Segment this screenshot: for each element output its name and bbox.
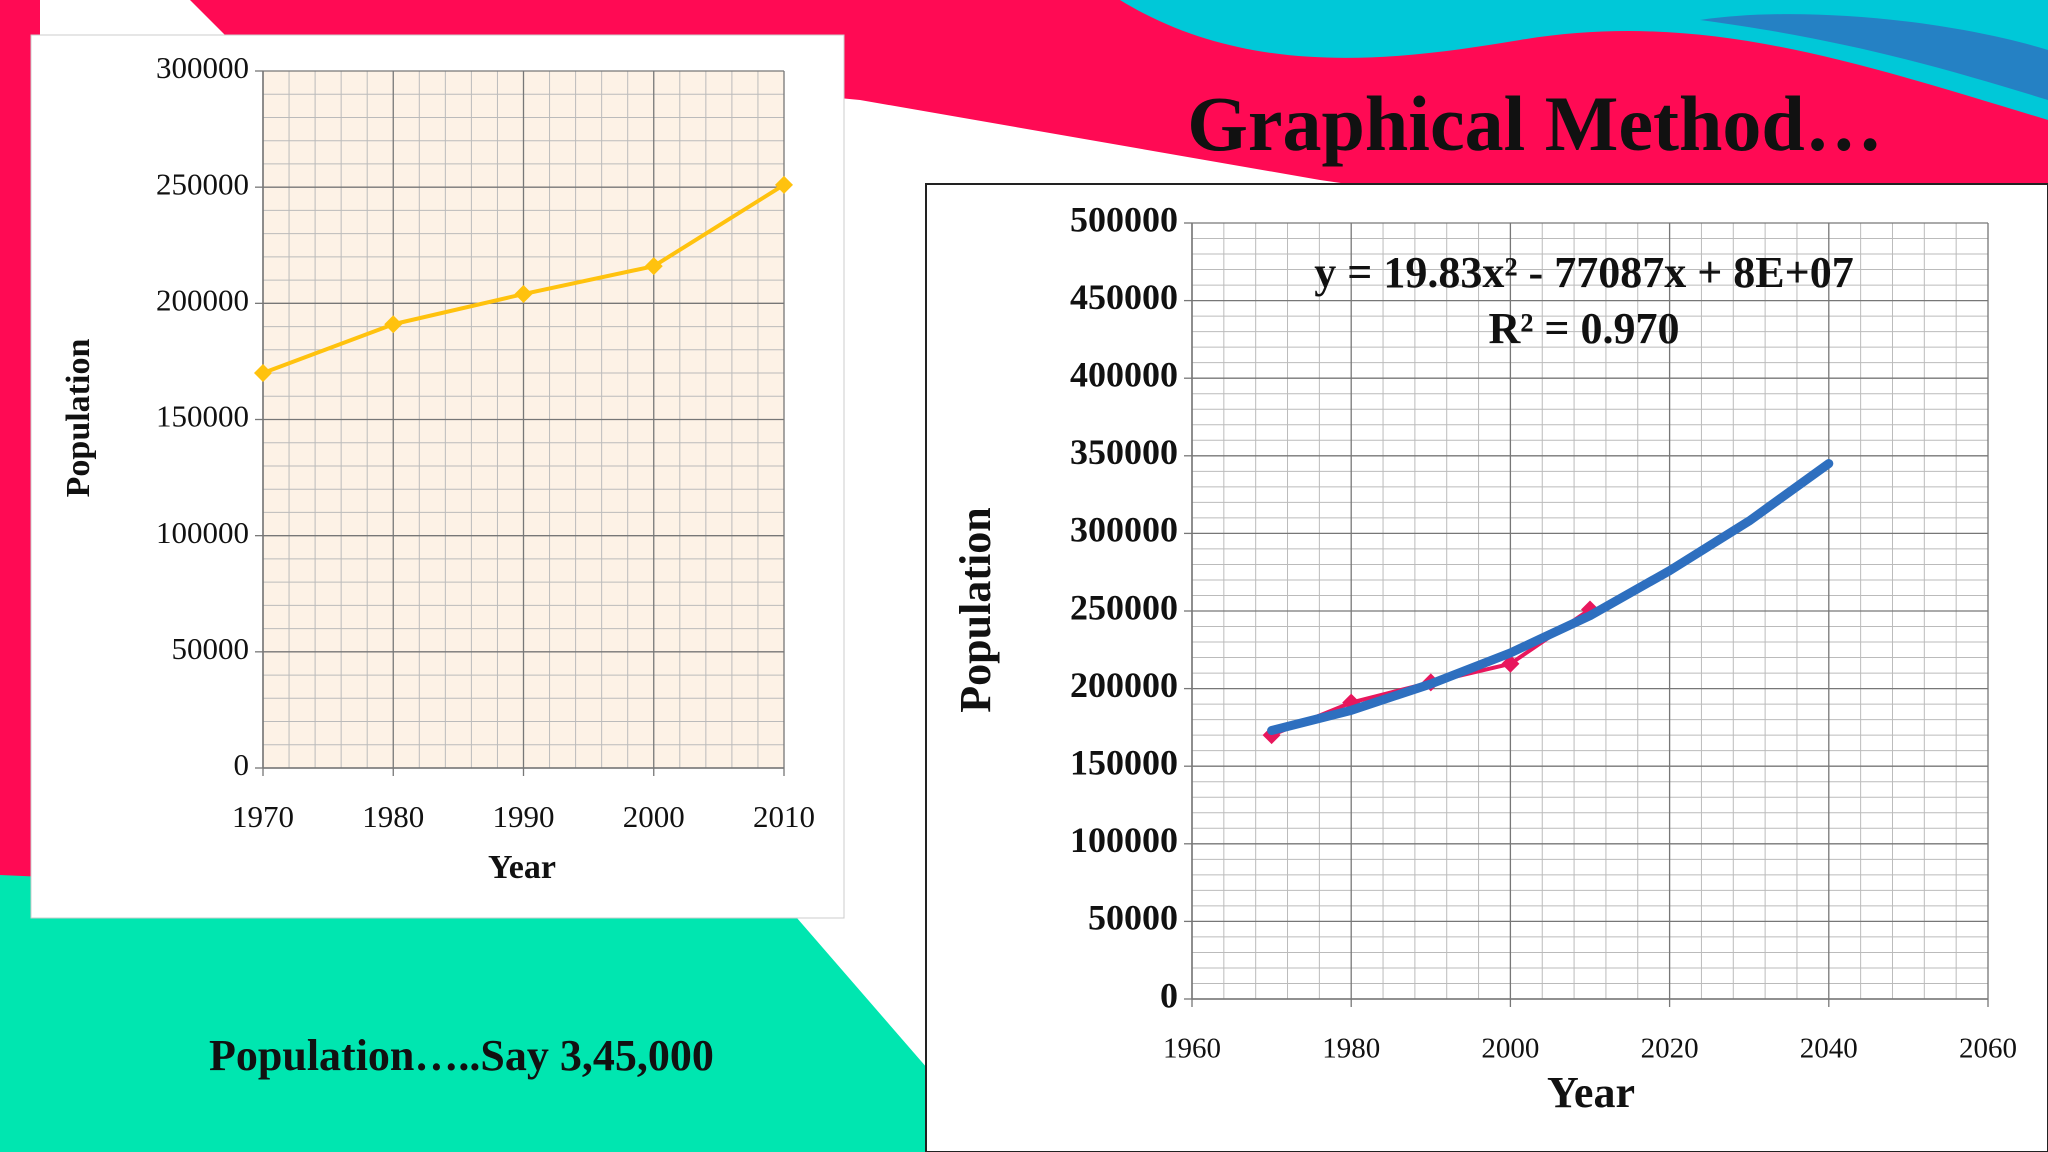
blue-wave xyxy=(1700,14,2048,100)
data-point xyxy=(254,364,272,383)
x-tick-label: 2000 xyxy=(1481,1033,1539,1065)
x-tick-label: 2060 xyxy=(1959,1033,2017,1065)
y-tick-label: 350000 xyxy=(1070,432,1178,472)
data-point xyxy=(644,257,663,276)
slide-title: Graphical Method… xyxy=(1187,80,1883,167)
slide-note: Population…..Say 3,45,000 xyxy=(209,1031,714,1080)
x-tick-label: 1960 xyxy=(1163,1033,1221,1065)
y-axis-title: Population xyxy=(60,339,97,498)
y-tick-label: 150000 xyxy=(1070,742,1178,782)
annotation: R² = 0.970 xyxy=(1488,304,1679,353)
data-point xyxy=(514,285,533,304)
x-axis-title: Year xyxy=(1547,1068,1635,1117)
y-tick-label: 250000 xyxy=(1070,587,1178,627)
y-tick-label: 500000 xyxy=(1070,199,1178,239)
x-tick-label: 1980 xyxy=(362,799,424,834)
y-tick-label: 450000 xyxy=(1070,277,1178,317)
x-axis-title: Year xyxy=(488,849,556,886)
green-shape xyxy=(0,875,1000,1152)
x-tick-label: 1970 xyxy=(232,799,294,834)
y-tick-label: 50000 xyxy=(1088,898,1178,938)
x-tick-label: 2000 xyxy=(623,799,685,834)
y-tick-label: 0 xyxy=(234,747,250,782)
red-left xyxy=(0,0,40,900)
x-tick-label: 2010 xyxy=(753,799,815,834)
y-tick-label: 0 xyxy=(1160,975,1178,1015)
x-tick-label: 2040 xyxy=(1800,1033,1858,1065)
y-tick-label: 50000 xyxy=(172,631,250,666)
x-tick-label: 2020 xyxy=(1641,1033,1699,1065)
data-point xyxy=(384,315,403,334)
annotation: y = 19.83x² - 77087x + 8E+07 xyxy=(1314,248,1853,297)
red-band xyxy=(0,0,2048,285)
x-tick-label: 1980 xyxy=(1322,1033,1380,1065)
y-tick-label: 300000 xyxy=(1070,510,1178,550)
y-tick-label: 250000 xyxy=(156,166,249,201)
x-tick-label: 1990 xyxy=(493,799,555,834)
series-line xyxy=(1267,459,1834,736)
y-tick-label: 100000 xyxy=(1070,820,1178,860)
y-tick-label: 150000 xyxy=(156,399,249,434)
y-tick-label: 300000 xyxy=(156,50,249,85)
y-tick-label: 200000 xyxy=(156,282,249,317)
data-point xyxy=(775,175,793,194)
y-tick-label: 400000 xyxy=(1070,354,1178,394)
y-tick-label: 200000 xyxy=(1070,665,1178,705)
y-axis-title: Population xyxy=(951,507,1000,712)
y-tick-label: 100000 xyxy=(156,515,249,550)
